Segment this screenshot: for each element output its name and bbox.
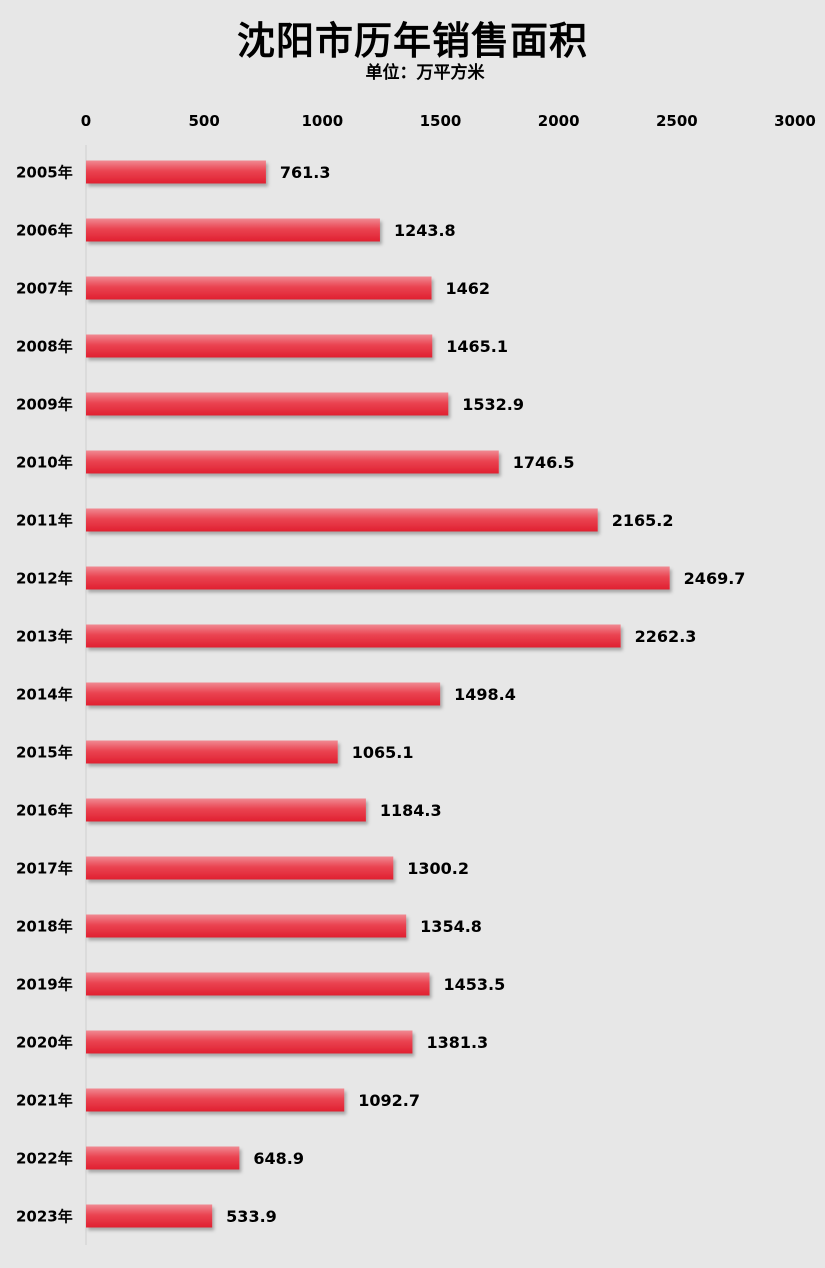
bar <box>86 276 432 300</box>
bar <box>86 740 338 764</box>
data-label: 1300.2 <box>407 859 469 878</box>
bar <box>86 682 441 706</box>
bars <box>86 160 670 1228</box>
y-tick-label: 2017年 <box>16 860 73 878</box>
y-tick-label: 2005年 <box>16 164 73 182</box>
bar <box>86 624 621 648</box>
bar <box>86 1088 345 1112</box>
bar <box>86 1030 413 1054</box>
bar <box>86 450 499 474</box>
data-label: 1746.5 <box>513 453 575 472</box>
data-label: 761.3 <box>280 163 331 182</box>
data-label: 2262.3 <box>635 627 697 646</box>
y-tick-label: 2019年 <box>16 976 73 994</box>
x-tick-label: 1000 <box>301 112 343 130</box>
y-tick-label: 2021年 <box>16 1092 73 1110</box>
data-label: 1532.9 <box>462 395 524 414</box>
y-tick-label: 2008年 <box>16 338 73 356</box>
bar <box>86 508 598 532</box>
y-tick-label: 2011年 <box>16 512 73 530</box>
data-label: 648.9 <box>253 1149 304 1168</box>
y-tick-label: 2023年 <box>16 1208 73 1226</box>
data-label: 533.9 <box>226 1207 277 1226</box>
data-label: 1453.5 <box>444 975 506 994</box>
y-tick-label: 2006年 <box>16 222 73 240</box>
y-tick-label: 2018年 <box>16 918 73 936</box>
data-label: 1462 <box>446 279 491 298</box>
x-tick-label: 1500 <box>420 112 462 130</box>
x-tick-label: 500 <box>189 112 220 130</box>
data-label: 1498.4 <box>454 685 516 704</box>
x-axis-ticks: 0 500 1000 1500 2000 2500 3000 <box>81 112 816 130</box>
bar <box>86 856 394 880</box>
chart-title: 沈阳市历年销售面积 <box>236 19 588 63</box>
x-tick-label: 2500 <box>656 112 698 130</box>
chart-subtitle: 单位：万平方米 <box>365 63 485 83</box>
y-tick-label: 2020年 <box>16 1034 73 1052</box>
data-label: 1381.3 <box>426 1033 488 1052</box>
y-tick-label: 2022年 <box>16 1150 73 1168</box>
data-label: 1354.8 <box>420 917 482 936</box>
x-tick-label: 0 <box>81 112 91 130</box>
y-tick-label: 2007年 <box>16 280 73 298</box>
y-tick-label: 2009年 <box>16 396 73 414</box>
bar <box>86 334 433 358</box>
data-label: 2469.7 <box>684 569 746 588</box>
x-tick-label: 2000 <box>538 112 580 130</box>
x-tick-label: 3000 <box>774 112 816 130</box>
bar <box>86 798 366 822</box>
bar <box>86 392 449 416</box>
bar <box>86 972 430 996</box>
y-tick-label: 2016年 <box>16 802 73 820</box>
bar <box>86 914 407 938</box>
data-label: 2165.2 <box>612 511 674 530</box>
data-label: 1243.8 <box>394 221 456 240</box>
value-labels: 761.3 1243.8 1462 1465.1 1532.9 1746.5 2165.2 2… <box>226 163 745 1226</box>
bar <box>86 160 266 184</box>
y-tick-label: 2012年 <box>16 570 73 588</box>
data-label: 1065.1 <box>352 743 414 762</box>
y-tick-label: 2013年 <box>16 628 73 646</box>
data-label: 1184.3 <box>380 801 442 820</box>
y-tick-label: 2014年 <box>16 686 73 704</box>
y-axis-labels: 2005年 2006年 2007年 2008年 2009年 2010年 2011年 2012年… <box>16 164 73 1226</box>
bar <box>86 1146 240 1170</box>
data-label: 1465.1 <box>446 337 508 356</box>
data-label: 1092.7 <box>358 1091 420 1110</box>
y-tick-label: 2015年 <box>16 744 73 762</box>
y-tick-label: 2010年 <box>16 454 73 472</box>
bar <box>86 1204 213 1228</box>
bar <box>86 566 670 590</box>
bar <box>86 218 380 242</box>
